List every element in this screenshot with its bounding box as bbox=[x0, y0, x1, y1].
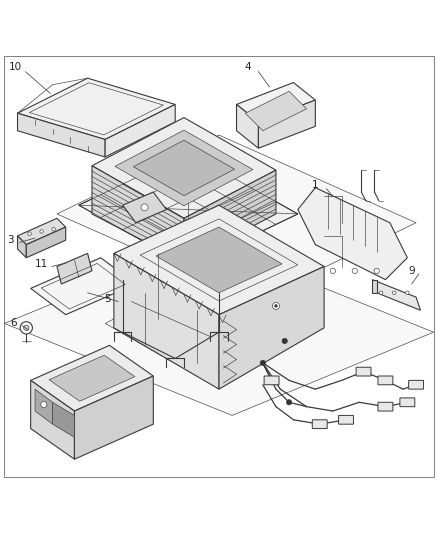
Polygon shape bbox=[53, 402, 74, 437]
Polygon shape bbox=[49, 355, 135, 401]
Circle shape bbox=[275, 304, 277, 307]
Polygon shape bbox=[4, 240, 434, 415]
FancyBboxPatch shape bbox=[378, 402, 393, 411]
Polygon shape bbox=[18, 78, 175, 140]
Text: 1: 1 bbox=[312, 181, 319, 190]
Polygon shape bbox=[18, 236, 26, 258]
Polygon shape bbox=[18, 219, 66, 245]
Circle shape bbox=[24, 325, 29, 330]
Polygon shape bbox=[237, 104, 258, 148]
Polygon shape bbox=[31, 345, 153, 411]
Polygon shape bbox=[237, 83, 315, 122]
Circle shape bbox=[52, 228, 55, 231]
Circle shape bbox=[41, 401, 47, 408]
Circle shape bbox=[379, 291, 383, 295]
Polygon shape bbox=[372, 280, 420, 310]
Polygon shape bbox=[114, 205, 324, 314]
Polygon shape bbox=[184, 170, 276, 262]
Polygon shape bbox=[31, 381, 74, 459]
Text: 3: 3 bbox=[7, 235, 14, 245]
Text: 11: 11 bbox=[35, 260, 48, 269]
Polygon shape bbox=[26, 227, 66, 258]
FancyBboxPatch shape bbox=[312, 420, 327, 429]
Circle shape bbox=[406, 291, 409, 295]
Polygon shape bbox=[105, 104, 175, 157]
FancyBboxPatch shape bbox=[400, 398, 415, 407]
Circle shape bbox=[392, 291, 396, 295]
Polygon shape bbox=[258, 100, 315, 148]
Polygon shape bbox=[245, 91, 307, 131]
Polygon shape bbox=[219, 266, 324, 389]
Polygon shape bbox=[114, 253, 219, 389]
Polygon shape bbox=[156, 227, 282, 293]
Polygon shape bbox=[133, 140, 235, 196]
Polygon shape bbox=[35, 389, 53, 424]
Circle shape bbox=[141, 204, 148, 211]
Circle shape bbox=[20, 322, 32, 334]
Polygon shape bbox=[92, 118, 276, 219]
Polygon shape bbox=[298, 188, 407, 280]
Polygon shape bbox=[105, 271, 298, 376]
Circle shape bbox=[260, 360, 265, 366]
Polygon shape bbox=[31, 258, 136, 314]
Text: 9: 9 bbox=[408, 266, 415, 276]
Polygon shape bbox=[18, 113, 105, 157]
FancyBboxPatch shape bbox=[409, 381, 424, 389]
Circle shape bbox=[286, 400, 292, 405]
Text: 4: 4 bbox=[244, 62, 251, 72]
Circle shape bbox=[282, 338, 287, 344]
Polygon shape bbox=[115, 130, 253, 206]
FancyBboxPatch shape bbox=[264, 376, 279, 385]
FancyBboxPatch shape bbox=[339, 415, 353, 424]
FancyBboxPatch shape bbox=[356, 367, 371, 376]
Circle shape bbox=[40, 230, 43, 233]
Text: 10: 10 bbox=[9, 62, 22, 72]
Polygon shape bbox=[123, 192, 166, 223]
Polygon shape bbox=[57, 135, 416, 302]
Circle shape bbox=[272, 302, 279, 310]
Text: 5: 5 bbox=[104, 294, 111, 304]
Polygon shape bbox=[372, 280, 377, 293]
Circle shape bbox=[28, 232, 32, 236]
Circle shape bbox=[352, 268, 357, 273]
FancyBboxPatch shape bbox=[378, 376, 393, 385]
Text: 6: 6 bbox=[10, 318, 17, 328]
Circle shape bbox=[374, 268, 379, 273]
Polygon shape bbox=[74, 376, 153, 459]
Polygon shape bbox=[57, 253, 92, 284]
Polygon shape bbox=[4, 56, 434, 477]
Polygon shape bbox=[92, 166, 184, 262]
Polygon shape bbox=[79, 152, 298, 266]
Circle shape bbox=[330, 268, 336, 273]
